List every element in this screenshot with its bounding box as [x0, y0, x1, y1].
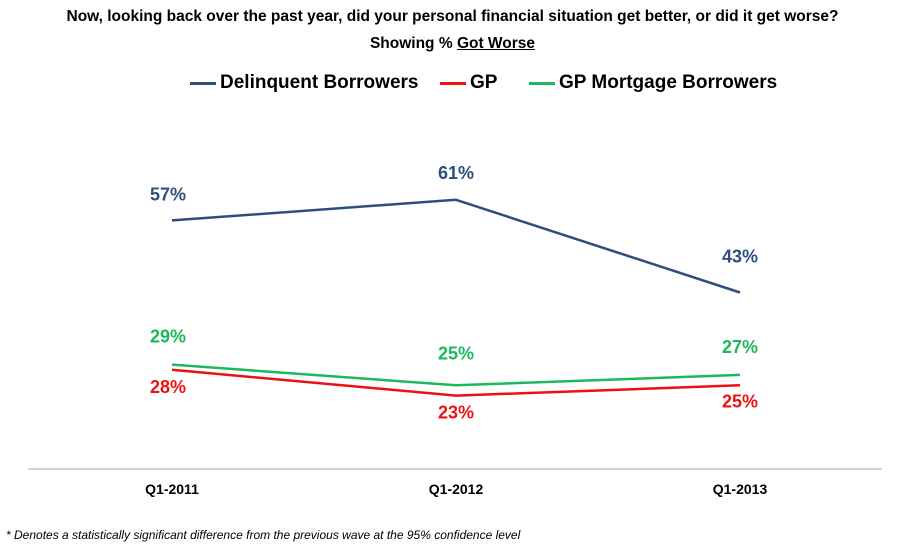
- data-label-gp-q1-2013: 25%: [722, 391, 758, 411]
- legend-label-delinquent-borrowers: Delinquent Borrowers: [220, 72, 419, 93]
- data-label-gp-q1-2011: 28%: [150, 377, 186, 397]
- data-label-gp-mortgage-borrowers-q1-2011: 29%: [150, 327, 186, 347]
- data-label-gp-mortgage-borrowers-q1-2013: 27%: [722, 337, 758, 357]
- chart-subtitle: Showing % Got Worse: [0, 35, 905, 53]
- subtitle-prefix: Showing %: [369, 35, 453, 52]
- footnote: * Denotes a statistically significant di…: [6, 528, 521, 542]
- series-line-gp: [171, 368, 741, 397]
- data-label-gp-q1-2012: 23%: [438, 403, 474, 423]
- x-tick-label-q1-2013: Q1-2013: [713, 481, 768, 497]
- data-label-delinquent-borrowers-q1-2011: 57%: [150, 184, 186, 204]
- legend-item-gp-mortgage-borrowers: GP Mortgage Borrowers: [529, 72, 777, 94]
- legend: Delinquent Borrowers GP GP Mortgage Borr…: [0, 72, 905, 98]
- legend-item-gp: GP: [440, 72, 497, 94]
- subtitle-emphasis: Got Worse: [456, 35, 536, 52]
- x-tick-label-q1-2011: Q1-2011: [145, 481, 199, 497]
- series-line-gp-mortgage-borrowers: [171, 363, 741, 387]
- data-label-delinquent-borrowers-q1-2012: 61%: [438, 163, 474, 183]
- legend-swatch-gp-mortgage-borrowers: [529, 81, 555, 85]
- legend-swatch-gp: [440, 81, 466, 85]
- series-line-delinquent-borrowers: [171, 198, 741, 294]
- legend-label-gp: GP: [470, 72, 498, 93]
- data-label-delinquent-borrowers-q1-2013: 43%: [722, 247, 758, 267]
- legend-swatch-delinquent-borrowers: [190, 81, 216, 85]
- x-tick-label-q1-2012: Q1-2012: [429, 481, 484, 497]
- legend-item-delinquent-borrowers: Delinquent Borrowers: [190, 72, 418, 94]
- chart-title: Now, looking back over the past year, di…: [66, 8, 839, 25]
- data-label-gp-mortgage-borrowers-q1-2012: 25%: [438, 343, 474, 363]
- legend-label-gp-mortgage-borrowers: GP Mortgage Borrowers: [559, 72, 778, 93]
